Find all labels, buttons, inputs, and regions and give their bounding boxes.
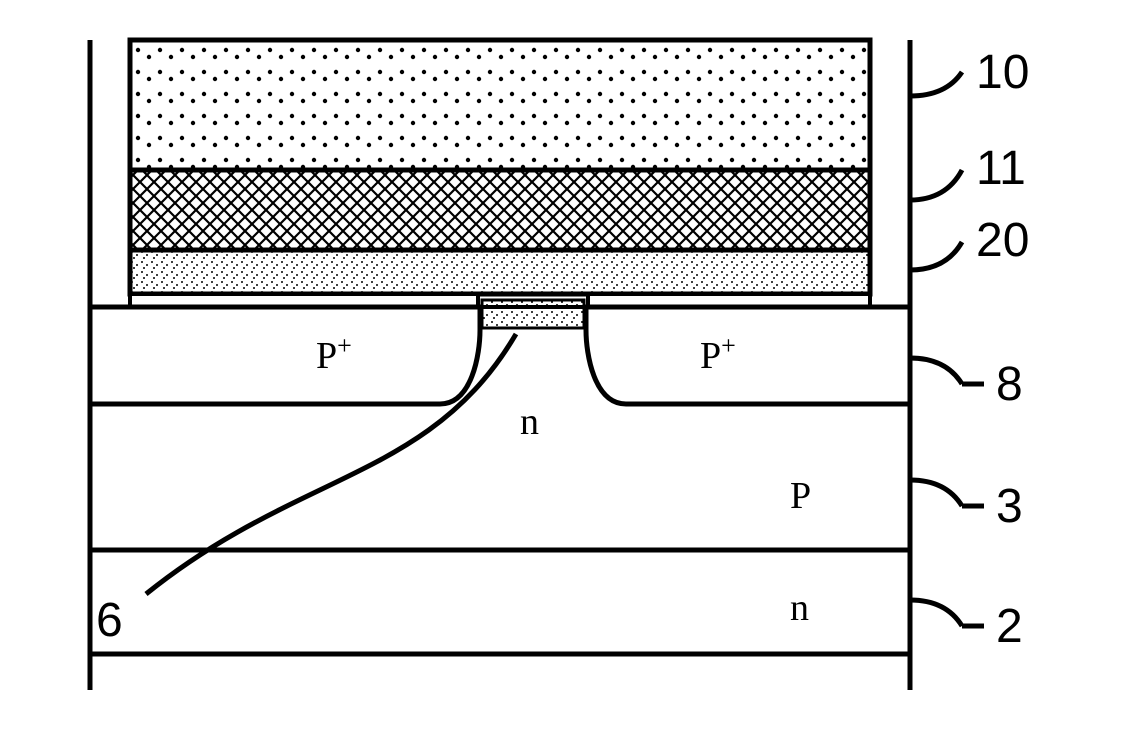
svg-text:10: 10 — [976, 46, 1029, 99]
callout-2: 2 — [910, 600, 1023, 653]
label-n-channel: n — [520, 401, 539, 443]
label-p-body: P — [790, 475, 811, 517]
layer-11 — [130, 170, 870, 250]
p-plus-left — [90, 307, 480, 404]
layer-20 — [130, 250, 870, 294]
label-n-bottom: n — [790, 587, 809, 629]
callout-3: 3 — [910, 480, 1023, 533]
callout-10: 10 — [910, 46, 1029, 99]
callout-8: 8 — [910, 358, 1023, 411]
callout-20: 20 — [910, 214, 1029, 270]
p-plus-right — [586, 307, 910, 404]
semiconductor-cross-section: P+ P+ n P n 10 11 20 8 3 2 6 — [0, 0, 1148, 732]
n-channel-speckle — [482, 300, 584, 328]
layer-10 — [130, 40, 870, 170]
svg-text:8: 8 — [996, 358, 1023, 411]
svg-text:3: 3 — [996, 480, 1023, 533]
svg-text:2: 2 — [996, 600, 1023, 653]
callout-11: 11 — [910, 142, 1026, 200]
svg-text:6: 6 — [96, 594, 123, 647]
svg-text:20: 20 — [976, 214, 1029, 267]
svg-text:11: 11 — [976, 142, 1026, 195]
